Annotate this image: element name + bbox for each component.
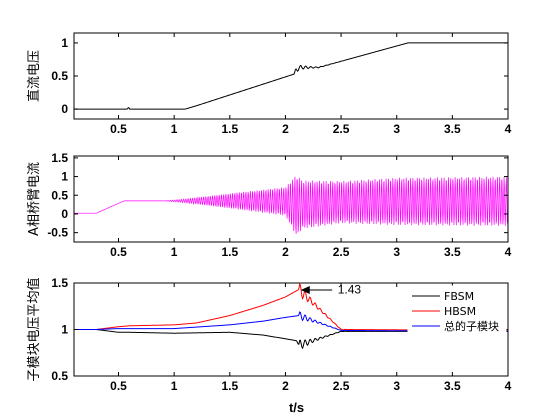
y-tick-label: 1.5 [51,276,68,290]
legend-entry: 总的子模块 [444,319,499,333]
annotation-label: 1.43 [338,283,362,297]
panel-3 [73,282,509,377]
x-tick-label: 2 [282,379,289,393]
y-tick-label: 0.5 [51,188,68,202]
x-tick-label: 3.5 [444,379,461,393]
panel-2 [73,155,509,243]
x-tick-label: 2.5 [333,122,350,136]
series-line [74,176,508,234]
x-tick-label: 3 [393,122,400,136]
legend-entry: FBSM [444,290,474,303]
legend [407,285,507,338]
y-axis-label: 子模块电压平均值 [26,277,42,381]
x-tick-label: 2 [282,245,289,259]
x-tick-label: 0.5 [110,122,127,136]
y-tick-label: 0 [61,207,68,221]
panel-1 [73,32,509,120]
y-tick-label: 0 [61,102,68,116]
x-tick-label: 4 [505,245,512,259]
x-tick-label: 3.5 [444,245,461,259]
x-tick-label: 2 [282,122,289,136]
y-tick-label: 1 [61,323,68,337]
x-tick-label: 1.5 [221,122,238,136]
annotation-arrowhead [300,286,310,295]
x-tick-label: 0.5 [110,379,127,393]
x-tick-label: 2.5 [333,379,350,393]
x-tick-label: 1.5 [221,379,238,393]
x-tick-label: 3 [393,379,400,393]
x-tick-label: 2.5 [333,245,350,259]
series-line [74,42,508,110]
x-tick-label: 1.5 [221,245,238,259]
y-tick-label: -0.5 [47,226,68,240]
y-tick-label: 0.5 [51,69,68,83]
x-axis-label: t/s [289,400,304,415]
x-tick-label: 1 [171,245,178,259]
x-tick-label: 4 [505,379,512,393]
y-tick-label: 1.5 [51,151,68,165]
y-tick-label: 1 [61,170,68,184]
x-tick-label: 3 [393,245,400,259]
axes-box [73,155,509,243]
x-tick-label: 1 [171,122,178,136]
legend-entry: HBSM [444,305,476,318]
x-tick-label: 1 [171,379,178,393]
y-tick-label: 1 [61,36,68,50]
x-tick-label: 4 [505,122,512,136]
x-tick-label: 3.5 [444,122,461,136]
y-tick-label: 0.5 [51,369,68,383]
x-tick-label: 0.5 [110,245,127,259]
y-axis-label: 直流电压 [27,50,42,102]
axes-box [73,32,509,120]
y-axis-label: A相桥臂电流 [27,162,42,236]
